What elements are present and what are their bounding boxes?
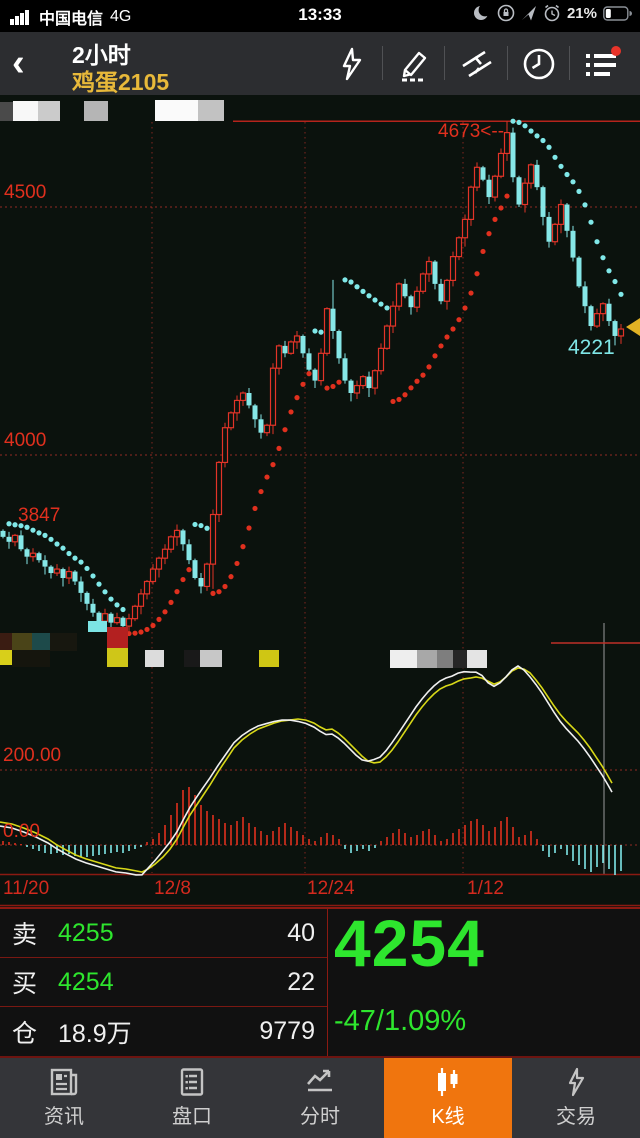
high-marker-label: 4673<-- [438,121,505,142]
redaction-block [0,633,12,651]
alarm-icon [544,4,560,22]
redaction-block [437,650,453,668]
redaction-block [12,633,32,651]
divider [382,46,383,80]
bid-row[interactable]: 买 4254 22 [0,958,327,1007]
divider [507,46,508,80]
redaction-block [107,627,128,648]
bid-volume: 22 [287,967,315,996]
divider [444,46,445,80]
redaction-block [107,648,128,667]
x-axis-date: 12/8 [154,878,191,899]
redaction-block [417,650,437,668]
indicator-zero-label: 0.00 [3,821,40,842]
redaction-block [453,650,467,668]
x-axis-date: 12/24 [307,878,355,899]
battery-percent-label: 21% [566,4,597,22]
battery-icon [603,5,632,21]
kline-chart-svg [0,118,640,907]
tab-orderbook-label: 盘口 [172,1106,212,1128]
position-label: 仓 [12,1019,38,1048]
recent-low-label: 4221 [568,336,615,359]
indicator-gridline-label-200: 200.00 [3,745,62,766]
tab-timeshare-label: 分时 [300,1106,340,1128]
watchlist-menu-icon[interactable] [582,44,622,84]
redaction-block [390,650,417,668]
tab-trade-label: 交易 [556,1106,596,1128]
clock-time: 13:33 [298,5,342,24]
redaction-block [0,650,12,665]
price-change: -47/1.09% [334,1005,467,1037]
timeshare-chart-icon [307,1069,332,1092]
network-label: 4G [110,8,132,25]
divider [569,46,570,80]
timeframe-title[interactable]: 2小时 [72,42,131,68]
quote-panel: 卖 4255 40 买 4254 22 仓 18.9万 9779 4254 -4… [0,906,640,1058]
draw-tool-icon[interactable] [395,44,435,84]
redaction-block [88,621,107,632]
redaction-block [84,101,108,121]
trade-icon [568,1067,585,1097]
tab-news-label: 资讯 [44,1106,84,1128]
redaction-block [145,650,164,667]
kline-icon [438,1068,458,1096]
carrier-label: 中国电信 [39,11,104,28]
redaction-block [184,650,200,667]
x-axis-date: 11/20 [3,878,50,899]
orientation-lock-icon [497,4,515,22]
header-bar: ‹ 2小时 鸡蛋2105 [0,32,640,95]
symbol-title[interactable]: 鸡蛋2105 [72,69,170,95]
ask-volume: 40 [287,918,315,947]
back-button[interactable]: ‹ [12,42,25,84]
volume-value: 9779 [259,1017,315,1045]
history-clock-icon[interactable] [519,44,559,84]
price-gridline-label-4500: 4500 [4,182,47,203]
ask-row[interactable]: 卖 4255 40 [0,909,327,958]
tab-news[interactable]: 资讯 [0,1058,128,1138]
redaction-block [32,633,50,651]
ask-label: 卖 [12,921,38,949]
redaction-block [12,650,50,667]
x-axis-date: 1/12 [467,878,504,899]
order-book: 卖 4255 40 买 4254 22 仓 18.9万 9779 [0,909,328,1056]
left-ref-price-label: 3847 [18,505,61,526]
location-arrow-icon [521,6,536,21]
signal-strength-icon [10,10,29,25]
bid-label: 买 [12,970,38,998]
moon-icon [473,4,491,20]
bid-price: 4254 [58,967,114,996]
redaction-block [50,633,77,651]
redaction-block [13,101,38,121]
status-bar: 中国电信 4G 13:33 21% [0,0,640,32]
open-interest: 18.9万 [58,1019,132,1048]
redaction-block [259,650,279,667]
trendline-tool-icon[interactable] [457,44,497,84]
redaction-block [198,100,224,121]
kline-chart-canvas[interactable]: 4500 4000 3847 4673<-- 4221 200.00 0.00 … [0,95,640,908]
price-gridline-label-4000: 4000 [4,430,47,451]
redaction-block [0,102,13,121]
redaction-block [38,101,60,121]
redaction-block [467,650,487,668]
tab-kline[interactable]: K线 [384,1058,512,1138]
tab-timeshare[interactable]: 分时 [256,1058,384,1138]
tab-trade[interactable]: 交易 [512,1058,640,1138]
orderbook-icon [180,1068,204,1096]
notification-badge [611,46,621,56]
tab-kline-label: K线 [431,1106,465,1128]
open-interest-row[interactable]: 仓 18.9万 9779 [0,1007,327,1056]
news-icon [50,1068,78,1096]
flash-order-icon[interactable] [332,44,372,84]
redaction-block [200,650,222,667]
ask-price: 4255 [58,918,114,947]
bottom-nav-bar: 资讯 盘口 分时 K线 [0,1058,640,1138]
last-price: 4254 [334,906,485,980]
redaction-block [155,100,198,121]
tab-orderbook[interactable]: 盘口 [128,1058,256,1138]
